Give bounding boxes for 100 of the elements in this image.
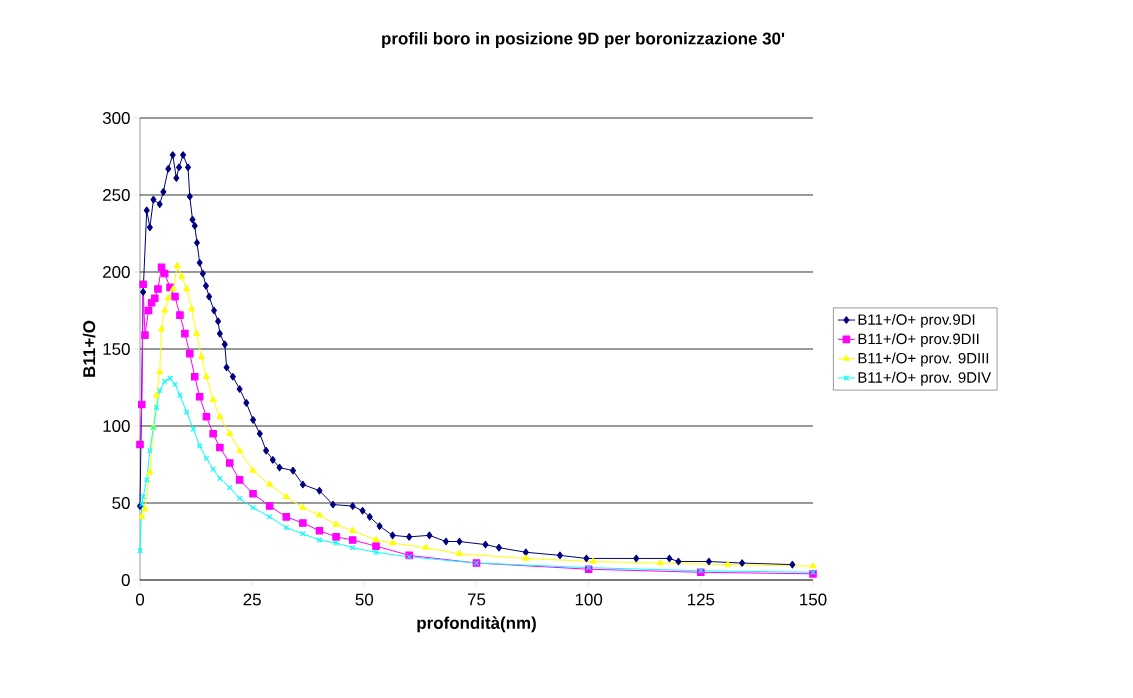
point xyxy=(235,476,244,484)
x-tick-label: 150 xyxy=(800,593,827,606)
point xyxy=(225,459,234,467)
point xyxy=(316,511,323,518)
point xyxy=(176,311,184,319)
point xyxy=(329,500,336,509)
point xyxy=(724,560,732,567)
y-axis-title: B11+/O xyxy=(82,320,96,377)
point xyxy=(282,513,291,521)
y-tick-label: 100 xyxy=(103,420,130,432)
point xyxy=(256,429,263,438)
point xyxy=(372,536,380,543)
point xyxy=(299,503,307,510)
point xyxy=(181,329,189,338)
point xyxy=(389,539,396,546)
point xyxy=(153,404,160,411)
y-tick-label: 250 xyxy=(103,189,130,201)
point xyxy=(456,550,463,557)
point xyxy=(269,456,276,464)
point xyxy=(206,292,213,301)
point xyxy=(178,272,186,279)
point xyxy=(177,392,183,399)
point xyxy=(202,412,211,421)
point xyxy=(263,446,270,455)
point xyxy=(154,285,162,293)
point xyxy=(138,513,146,520)
point xyxy=(173,174,180,182)
point xyxy=(136,440,144,449)
point xyxy=(189,215,196,224)
point xyxy=(188,305,195,312)
y-tick-label: 0 xyxy=(121,574,130,586)
point xyxy=(173,262,181,269)
point xyxy=(266,480,274,487)
point xyxy=(589,557,597,564)
legend-label: B11+/O+ prov.9DI xyxy=(858,313,975,328)
point xyxy=(160,188,167,196)
point xyxy=(223,363,230,372)
point xyxy=(198,352,205,359)
point xyxy=(315,526,324,535)
point xyxy=(141,331,149,339)
point xyxy=(376,522,383,530)
point xyxy=(167,375,173,382)
legend-label: B11+/O+ prov. 9DIV xyxy=(858,371,992,386)
x-tick-label: 50 xyxy=(355,593,374,606)
point xyxy=(243,399,250,407)
point xyxy=(250,504,256,511)
point xyxy=(265,502,274,510)
point xyxy=(171,292,179,301)
point xyxy=(348,536,357,544)
point xyxy=(372,542,380,550)
point xyxy=(359,506,366,515)
point xyxy=(316,486,323,495)
point xyxy=(739,559,746,567)
point xyxy=(495,543,502,552)
point xyxy=(199,269,206,278)
point xyxy=(249,489,257,498)
legend-label: B11+/O+ prov. 9DIII xyxy=(858,352,989,367)
point xyxy=(138,400,146,409)
point xyxy=(165,165,172,173)
point xyxy=(183,285,191,292)
point xyxy=(349,526,357,533)
point xyxy=(666,554,673,563)
point xyxy=(236,446,243,453)
point xyxy=(196,258,203,267)
point xyxy=(583,554,590,563)
point xyxy=(422,543,430,550)
y-tick-label: 150 xyxy=(103,343,130,355)
point xyxy=(203,372,210,379)
point xyxy=(373,549,379,556)
point xyxy=(139,280,147,289)
point xyxy=(169,151,176,159)
point xyxy=(809,562,817,569)
chart-title: profili boro in posizione 9D per boronizzazione 30' xyxy=(382,32,785,48)
point xyxy=(160,269,169,278)
point xyxy=(193,329,200,336)
y-tick-label: 200 xyxy=(103,266,130,278)
point xyxy=(276,463,283,472)
point xyxy=(675,557,682,566)
point xyxy=(229,372,236,381)
point xyxy=(226,484,233,491)
point xyxy=(146,223,153,232)
point xyxy=(389,531,396,540)
point xyxy=(316,537,323,543)
point xyxy=(216,443,224,452)
point xyxy=(190,372,199,381)
point xyxy=(789,560,796,569)
point xyxy=(202,282,209,290)
point xyxy=(482,540,489,549)
x-tick-label: 75 xyxy=(467,593,486,606)
point xyxy=(522,548,529,557)
point xyxy=(236,385,243,393)
point xyxy=(161,306,169,313)
point xyxy=(217,475,223,482)
point xyxy=(156,387,163,394)
point xyxy=(633,554,640,563)
x-axis-title: profondità(nm) xyxy=(417,616,536,633)
point xyxy=(176,163,183,172)
y-tick-label: 300 xyxy=(102,112,130,124)
x-tick-label: 125 xyxy=(688,593,715,606)
point xyxy=(226,429,234,436)
